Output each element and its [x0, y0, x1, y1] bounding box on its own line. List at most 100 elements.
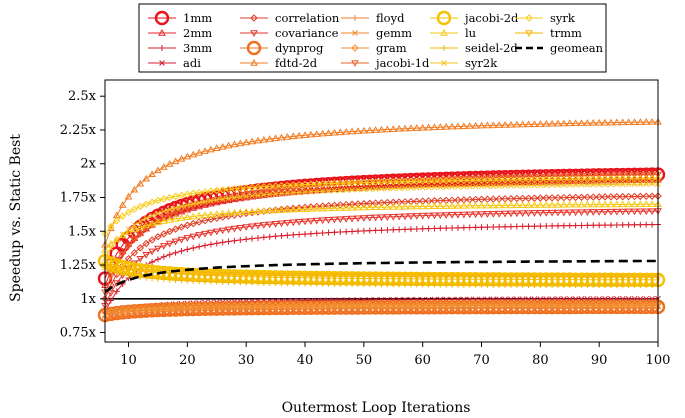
data-point [572, 182, 579, 188]
data-point [207, 271, 215, 279]
data-point [407, 300, 415, 309]
data-point [383, 178, 392, 186]
data-point [136, 179, 145, 187]
data-point [249, 193, 255, 199]
data-point [560, 200, 568, 208]
data-point [359, 126, 368, 134]
data-point [248, 183, 256, 192]
data-point [648, 171, 656, 179]
data-point [595, 172, 604, 180]
data-point [596, 222, 603, 229]
data-point [407, 281, 414, 288]
data-point [537, 182, 544, 189]
data-point [389, 213, 398, 221]
data-point [489, 121, 498, 129]
data-point [578, 282, 585, 289]
data-point [602, 222, 609, 229]
data-point [307, 205, 315, 212]
data-point [289, 181, 297, 189]
data-point [636, 208, 645, 216]
data-point [542, 209, 551, 217]
data-point [436, 300, 445, 309]
data-point [318, 204, 327, 212]
data-point [230, 140, 239, 148]
data-point [536, 194, 545, 202]
series-syrk [101, 174, 662, 238]
data-point [177, 236, 186, 244]
data-point [395, 178, 403, 186]
data-point [377, 273, 386, 281]
legend-item-lu: lu [430, 26, 476, 40]
data-point [566, 182, 573, 188]
data-point [236, 184, 245, 193]
data-point [460, 300, 468, 309]
data-point [566, 282, 573, 289]
data-point [130, 205, 139, 213]
data-point [371, 273, 380, 281]
data-point [324, 217, 333, 224]
data-point [208, 197, 214, 204]
data-point [643, 282, 650, 289]
data-point [360, 186, 367, 193]
data-point [390, 226, 397, 233]
data-point [371, 199, 380, 207]
data-point [201, 230, 209, 238]
data-point [177, 270, 186, 278]
data-point [313, 188, 320, 195]
data-point [371, 178, 380, 187]
data-point [265, 135, 274, 142]
data-point [613, 181, 620, 188]
series-floyd [102, 305, 661, 321]
data-point [201, 188, 209, 196]
data-point [260, 301, 268, 310]
data-point [307, 301, 315, 309]
data-point [318, 217, 327, 225]
data-point [424, 273, 433, 281]
data-point [607, 118, 615, 126]
data-point [124, 305, 133, 313]
data-point [207, 210, 215, 218]
data-point [136, 304, 145, 312]
data-point [301, 218, 309, 226]
data-point [342, 273, 351, 281]
data-point [148, 248, 156, 256]
data-point [372, 186, 379, 192]
data-point [289, 185, 298, 193]
data-point [436, 177, 445, 185]
data-point [190, 277, 197, 284]
series-layer [97, 117, 666, 323]
data-point [142, 268, 151, 276]
data-point [565, 209, 574, 217]
data-point [642, 208, 651, 216]
data-point [324, 204, 333, 212]
data-point [495, 176, 503, 184]
data-point [542, 119, 551, 127]
data-point [449, 281, 456, 288]
data-point [171, 192, 180, 201]
data-point [549, 222, 556, 229]
data-point [259, 222, 268, 229]
data-point [583, 119, 592, 126]
data-point [395, 300, 403, 309]
data-point [325, 229, 332, 236]
legend-item-dynprog: dynprog [240, 40, 324, 56]
data-point [389, 198, 397, 206]
data-point [371, 179, 380, 187]
data-point [489, 201, 498, 209]
data-point [365, 203, 374, 211]
data-point [254, 207, 262, 214]
data-point [589, 118, 598, 126]
data-point [618, 200, 627, 208]
data-point [472, 224, 479, 231]
data-point [583, 200, 592, 208]
data-point [466, 183, 473, 190]
data-point [543, 281, 550, 288]
data-point [390, 185, 397, 192]
data-point [295, 204, 303, 212]
data-point [366, 301, 374, 309]
data-point [207, 302, 215, 310]
data-point [148, 170, 156, 178]
data-point [207, 215, 215, 224]
data-point [259, 206, 268, 214]
legend-marker [441, 45, 447, 51]
